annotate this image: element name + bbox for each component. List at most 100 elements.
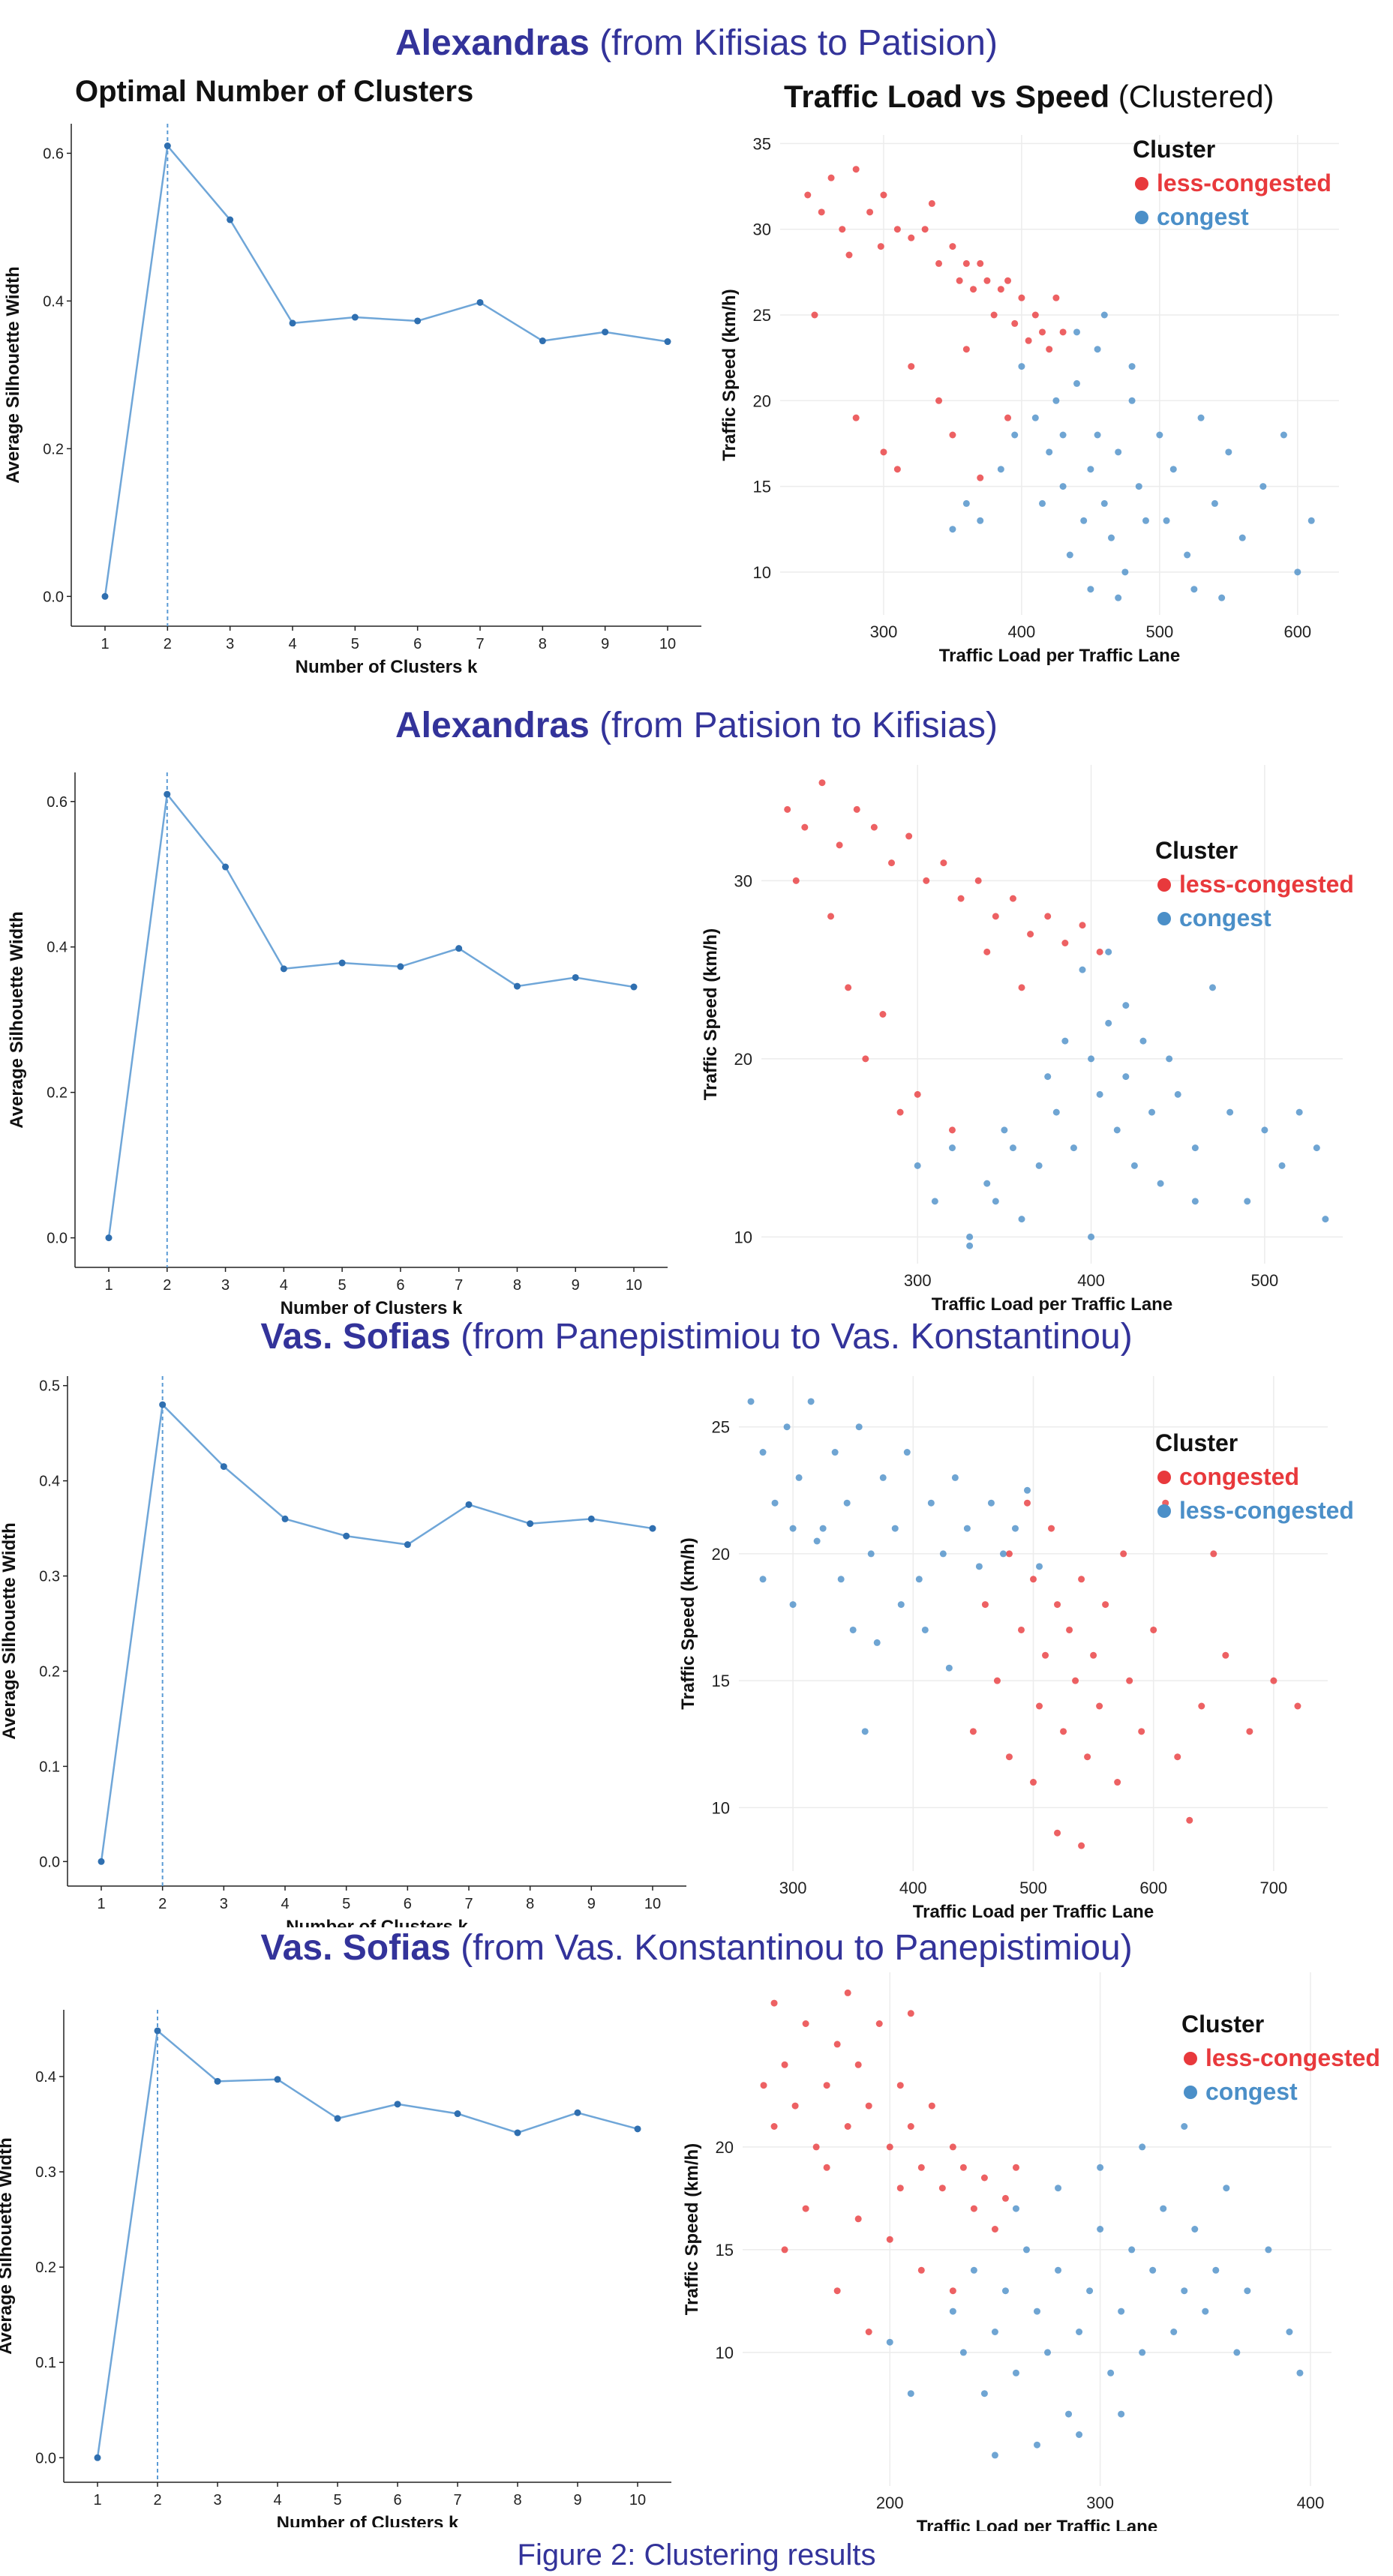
scatter-point-less-congested [811,311,818,319]
scatter-point-less-congested [962,346,970,353]
scatter-point-congest [1059,483,1067,490]
scatter-point-less-congested [795,1474,803,1481]
scatter-point-congest [1238,534,1246,541]
scatter-point-congested [1060,1728,1067,1735]
scatter-point-congest [1130,1162,1138,1169]
silhouette-point [280,965,287,973]
scatter-point-congested [1078,1842,1085,1849]
scatter-point-congested [1090,1651,1097,1659]
scatter-point-congested [1246,1728,1253,1735]
scatter-point-less-congested [853,805,860,813]
y-tick-label: 0.4 [47,940,68,956]
scatter-point-congested [1138,1728,1145,1735]
x-tick-label: 400 [1008,622,1036,641]
scatter-chart-4: 200 300 400 10 15 20 Cluster less-congested cong… [682,1972,1380,2531]
scatter-point-less-congested [771,1499,779,1507]
silhouette-point [404,1541,411,1549]
scatter-point-congested [1072,1677,1079,1684]
scatter-point-congest [1322,1216,1329,1223]
legend-label: less-congested [1157,169,1331,196]
scatter-point-congested [1198,1702,1205,1710]
scatter-point-less-congested [880,448,887,456]
scatter-point-less-congested [1059,328,1067,336]
scatter-chart-2: 300 400 500 10 20 30 Cluster less-congested cong… [701,765,1354,1315]
scatter-point-less-congested [1039,328,1046,336]
x-tick-label: 200 [876,2494,904,2512]
legend-label: congest [1157,203,1249,230]
scatter-point-less-congested [1036,1563,1043,1570]
x-tick-label: 7 [464,1896,473,1912]
silhouette-point [214,2077,221,2085]
scatter-point-congest [949,2308,956,2315]
y-tick-label: 0.2 [39,1663,60,1680]
scatter-point-less-congested [792,877,800,884]
scatter-point-less-congested [915,1576,923,1583]
silhouette-point [465,1501,473,1508]
scatter-point-less-congested [914,1090,921,1098]
scatter-point-less-congested [963,1525,971,1532]
y-tick-label: 35 [753,134,771,153]
scatter-point-less-congested [956,277,963,284]
scatter-point-less-congested [867,1550,875,1558]
scatter-point-less-congested [917,2266,925,2274]
scatter-point-congest [1115,448,1122,456]
scatter-point-congest [1208,984,1216,991]
scatter-chart-1: Traffic Load vs Speed (Clustered) 300 400 5… [719,79,1339,666]
scatter-point-congest [907,2390,914,2398]
silhouette-chart-1: Optimal Number of Clusters 0.0 0.2 0.4 0.6 1 2… [3,75,701,677]
x-tick-label: 700 [1260,1879,1288,1897]
scatter-point-less-congested [784,805,791,813]
scatter-point-less-congested [990,311,998,319]
scatter-point-less-congested [827,913,835,920]
silhouette-point [164,142,171,150]
scatter-point-less-congested [896,2082,904,2089]
scatter-point-congest [1034,2441,1040,2449]
y-axis-label: Average Silhouette Width [0,2137,16,2355]
scatter-point-congest [1181,2123,1188,2130]
section-title-rest: (from Vas. Konstantinou to Panepistimiou… [450,1928,1133,1968]
scatter-point-less-congested [802,2020,809,2027]
scatter-point-less-congested [1018,294,1025,301]
scatter-point-congest [1233,2349,1241,2356]
scatter-point-congest [1079,966,1086,973]
scatter-point-congest [1128,2246,1136,2254]
scatter-point-congest [1169,466,1177,473]
scatter-point-less-congested [1004,277,1012,284]
scatter-chart-3: 300 400 500 600 700 10 15 20 25 Cluster congested l… [678,1376,1354,1922]
scatter-point-less-congested [923,877,930,884]
x-tick-label: 10 [659,636,676,652]
x-tick-label: 400 [1077,1271,1105,1290]
silhouette-point [634,2125,641,2133]
scatter-point-congested [1042,1651,1049,1659]
scatter-point-congest [1191,2226,1199,2233]
x-tick-label: 5 [338,1277,347,1294]
scatter-point-less-congested [940,859,947,867]
scatter-point-congest [1001,2287,1009,2295]
legend-marker [1157,1471,1171,1484]
legend-marker [1157,878,1171,892]
scatter-point-congested [1036,1702,1043,1710]
scatter-point-less-congested [977,474,984,481]
scatter-point-congest [1244,1198,1251,1205]
scatter-point-congest [1202,2308,1209,2315]
scatter-point-congest [1286,2329,1293,2335]
scatter-point-less-congested [791,2102,799,2110]
x-tick-label: 10 [629,2492,646,2509]
scatter-point-congest [1088,1055,1095,1063]
section-title-rest: (from Patision to Kifisias) [589,706,998,745]
scatter-point-congest [1156,431,1163,439]
scatter-point-congest [1259,483,1267,490]
scatter-point-congest [1226,1108,1234,1116]
scatter-point-less-congested [997,286,1004,293]
scatter-point-congest [1218,594,1226,601]
x-tick-label: 2 [164,636,172,652]
x-tick-label: 6 [404,1896,412,1912]
scatter-point-congest [1055,2266,1062,2274]
silhouette-point [159,1401,167,1408]
scatter-point-less-congested [818,208,825,216]
x-tick-label: 4 [288,636,296,652]
scatter-point-less-congested [879,1474,887,1481]
silhouette-point [281,1515,289,1522]
scatter-point-less-congested [880,191,887,199]
scatter-point-less-congested [1018,984,1025,991]
